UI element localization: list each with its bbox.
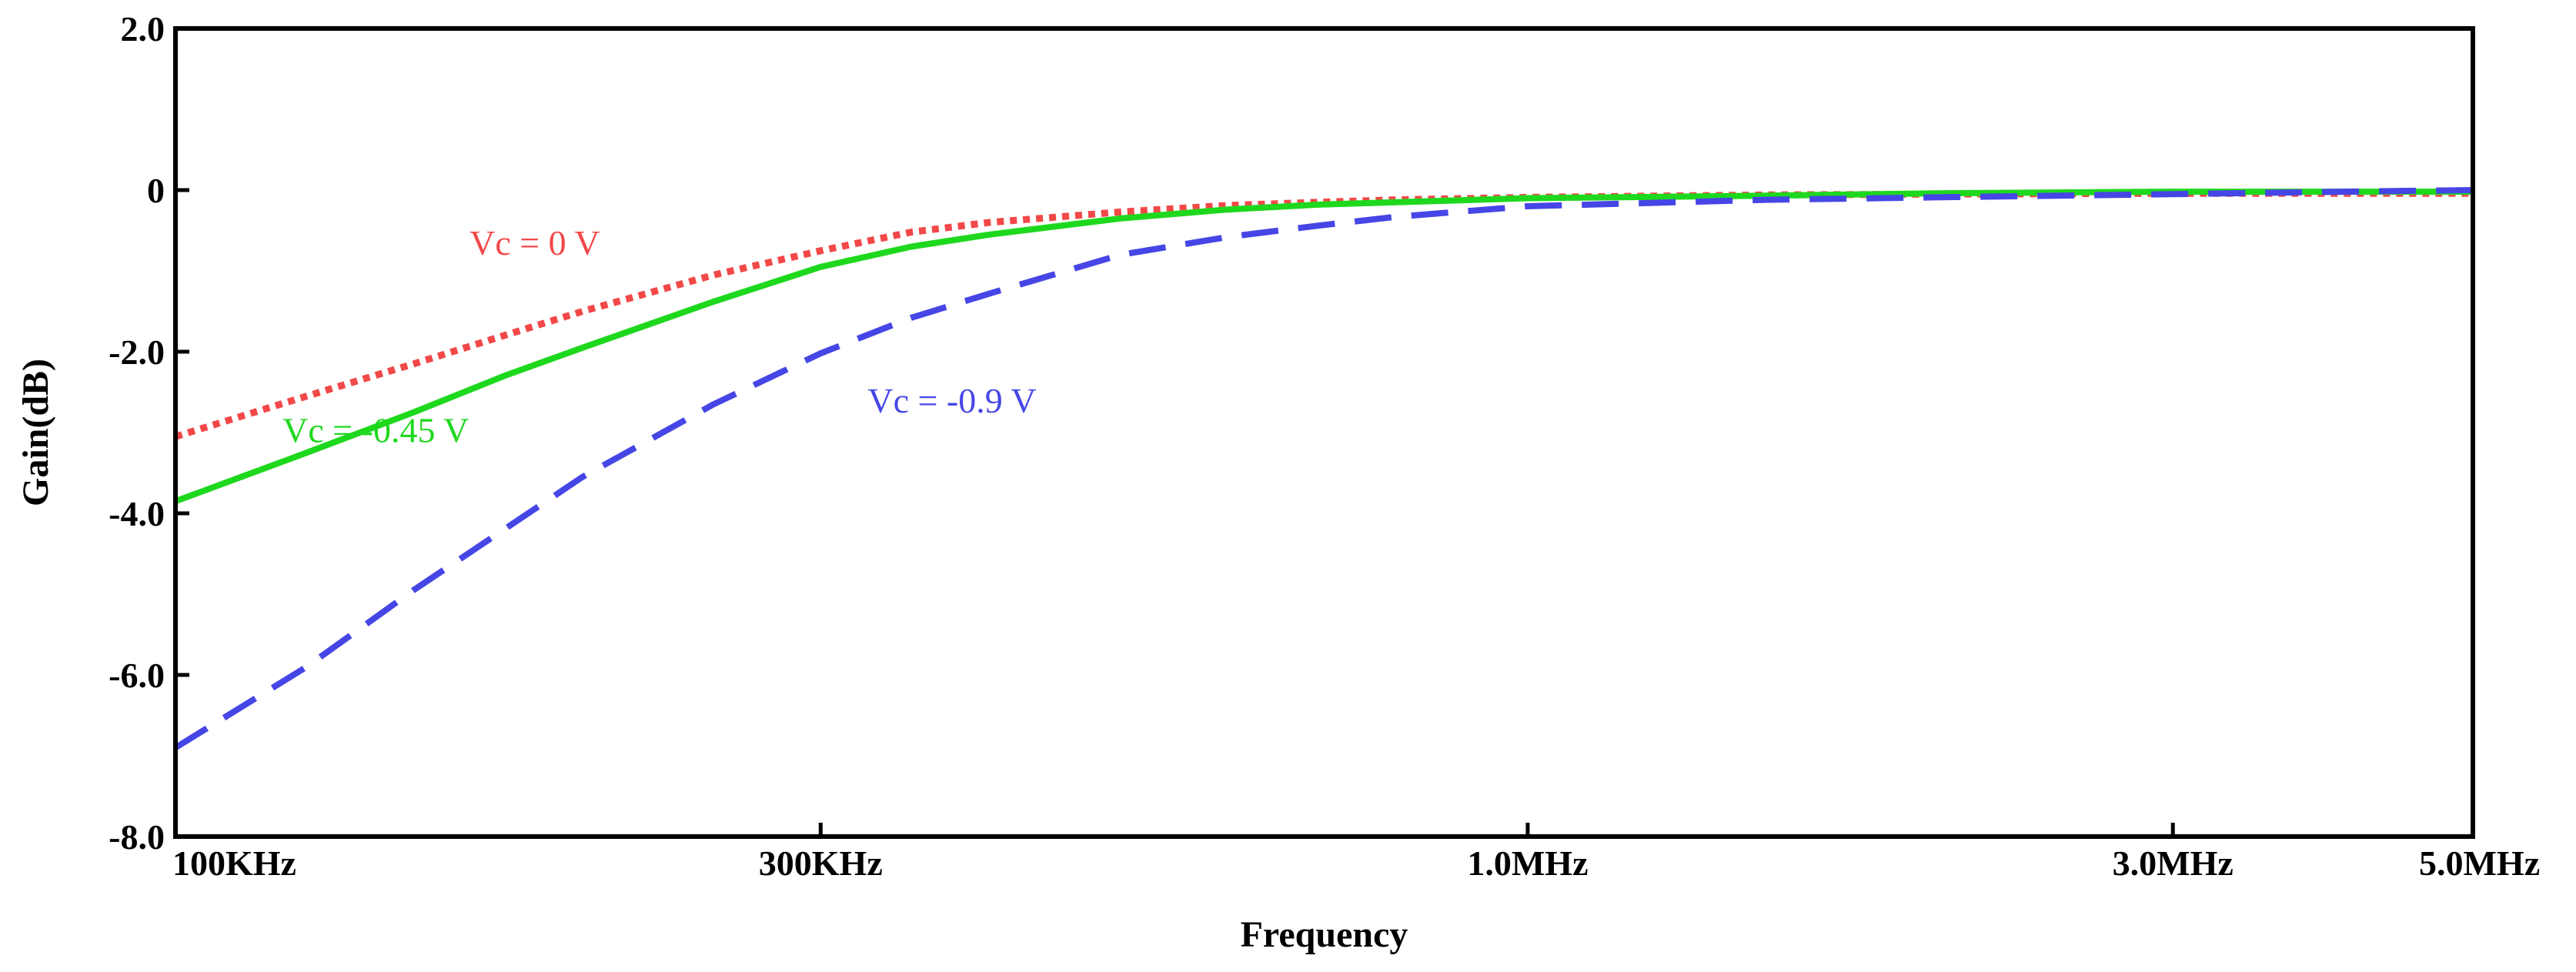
x-tick-label: 5.0MHz [2419,843,2540,883]
x-tick-label: 300KHz [759,843,883,883]
x-tick-label: 3.0MHz [2113,843,2234,883]
series-line-3 [173,187,2474,750]
series-label-3: Vc = -0.9 V [867,381,1036,420]
series-label-1: Vc = 0 V [469,223,600,262]
series-label-2: Vc = -0.45 V [282,411,469,450]
y-axis-title: Gain(dB) [15,359,56,506]
series-layer [173,187,2474,750]
series-line-1 [174,189,2473,440]
y-tick-label: -4.0 [109,494,165,533]
plot-area-frame [173,26,2475,839]
y-tick-label: 0 [147,171,165,210]
y-tick-label: -2.0 [109,332,165,372]
y-tick-label: -8.0 [109,817,165,857]
x-tick-label: 1.0MHz [1467,843,1588,883]
y-tick-label: 2.0 [121,9,165,48]
x-tick-label: 100KHz [172,843,296,883]
tick-layer: 100KHz 300KHz 1.0MHz 3.0MHz 5.0MHz 2.0 0 -2.0 -4… [109,9,2540,883]
x-axis-title: Frequency [1241,914,1408,955]
y-tick-label: -6.0 [109,656,165,695]
series-label-layer: Vc = 0 V Vc = -0.45 V Vc = -0.9 V [282,223,1037,450]
series-line-2 [174,189,2473,505]
